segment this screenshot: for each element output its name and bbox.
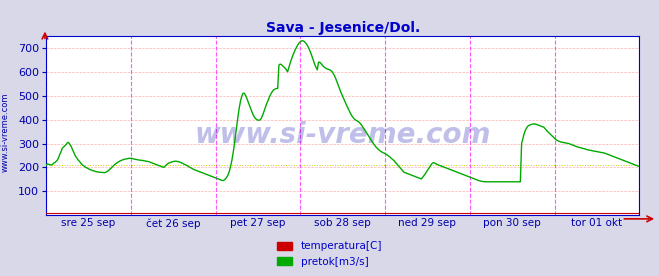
Text: www.si-vreme.com: www.si-vreme.com (194, 121, 491, 148)
Text: www.si-vreme.com: www.si-vreme.com (1, 93, 10, 172)
Title: Sava - Jesenice/Dol.: Sava - Jesenice/Dol. (266, 21, 420, 35)
Legend: temperatura[C], pretok[m3/s]: temperatura[C], pretok[m3/s] (273, 237, 386, 271)
